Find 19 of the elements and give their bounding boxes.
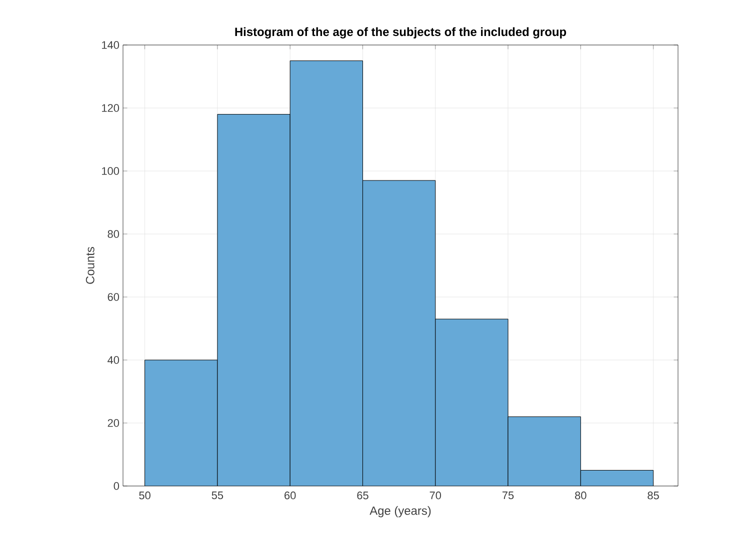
y-tick-label: 60 <box>108 293 120 301</box>
chart-title: Histogram of the age of the subjects of the included group <box>235 27 566 38</box>
y-tick-label: 80 <box>108 230 120 238</box>
y-axis-title: Counts <box>86 246 94 284</box>
x-tick-label: 70 <box>430 492 442 500</box>
x-tick-label: 75 <box>502 492 514 500</box>
x-tick-label: 65 <box>357 492 368 500</box>
x-tick-label: 50 <box>139 492 150 500</box>
y-tick-label: 140 <box>102 41 120 49</box>
x-tick-label: 55 <box>212 492 224 500</box>
y-tick-label: 120 <box>102 104 120 112</box>
y-tick-label: 100 <box>102 167 120 175</box>
y-tick-label: 0 <box>114 482 120 490</box>
x-tick-label: 80 <box>575 492 586 500</box>
y-tick-label: 40 <box>108 356 120 364</box>
x-axis-title: Age (years) <box>370 506 431 518</box>
y-tick-label: 20 <box>108 419 120 427</box>
x-tick-label: 60 <box>284 492 296 500</box>
x-tick-label: 85 <box>648 492 659 500</box>
